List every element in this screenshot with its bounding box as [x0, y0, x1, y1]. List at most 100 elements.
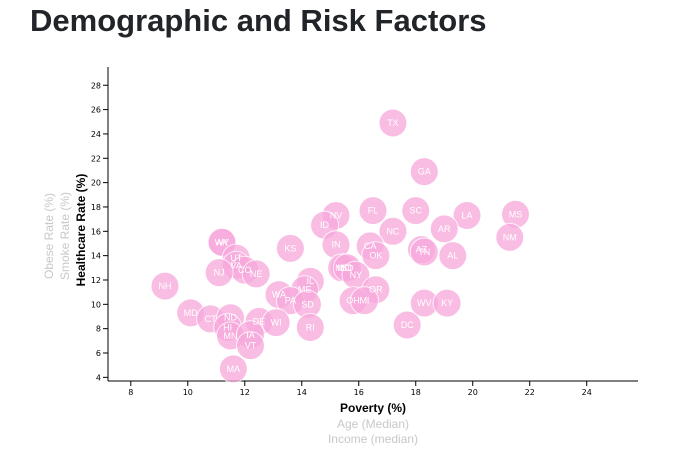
state-label-ny: NY	[350, 270, 363, 280]
y-tick-label: 12	[91, 276, 101, 285]
state-label-in: IN	[331, 240, 340, 250]
state-label-il: IL	[307, 276, 315, 286]
state-label-mo: MO	[337, 263, 352, 273]
y-tick-label: 28	[91, 81, 101, 90]
state-label-ca: CA	[364, 241, 377, 251]
state-label-me: ME	[298, 285, 312, 295]
state-label-ar: AR	[438, 224, 451, 234]
state-circle-nc[interactable]	[378, 216, 408, 246]
state-label-oh: OH	[346, 296, 360, 306]
x-axis: 8 10 12 14 16 18 20 22 24	[108, 380, 638, 397]
state-circle-ky[interactable]	[432, 288, 462, 318]
state-label-fl: FL	[368, 206, 379, 216]
x-tick-label: 24	[582, 388, 592, 397]
state-label-az: AZ	[416, 245, 428, 255]
x-tick-label: 20	[468, 388, 478, 397]
state-circle-ks[interactable]	[275, 233, 305, 263]
y-axis-label-obesity[interactable]: Obese Rate (%)	[42, 193, 56, 279]
state-label-nd: ND	[224, 313, 237, 323]
state-circle-sc[interactable]	[401, 196, 431, 226]
x-tick-label: 22	[525, 388, 535, 397]
state-label-ok: OK	[369, 251, 382, 261]
y-tick-label: 8	[96, 325, 101, 334]
y-tick-label: 22	[91, 154, 101, 163]
state-circle-al[interactable]	[438, 241, 468, 271]
x-tick-label: 8	[128, 388, 133, 397]
y-tick-label: 16	[91, 227, 101, 236]
state-label-nc: NC	[386, 226, 399, 236]
state-label-ks: KS	[284, 243, 296, 253]
state-label-sd: SD	[341, 263, 354, 273]
state-label-nj: NJ	[214, 268, 225, 278]
state-label-wa: WA	[272, 290, 286, 300]
state-label-ut: UT	[230, 253, 242, 263]
y-axis-label-smokes[interactable]: Smoke Rate (%)	[58, 192, 72, 280]
state-label-ct: CT	[205, 314, 217, 324]
x-tick-label: 12	[240, 388, 250, 397]
state-circle-vt[interactable]	[235, 331, 265, 361]
state-circle-la[interactable]	[452, 200, 482, 230]
state-circle-ma[interactable]	[218, 354, 248, 384]
state-label-wi: WI	[271, 318, 282, 328]
x-axis-label-poverty[interactable]: Poverty (%)	[340, 401, 406, 415]
state-label-sd: SD	[301, 299, 314, 309]
state-circle-ri[interactable]	[295, 312, 325, 342]
state-label-tx: TX	[387, 118, 399, 128]
state-circle-fl[interactable]	[358, 196, 388, 226]
y-tick-label: 6	[96, 349, 101, 358]
state-label-md: MD	[184, 308, 198, 318]
state-circle-nj[interactable]	[204, 258, 234, 288]
x-tick-label: 16	[354, 388, 364, 397]
state-circle-ne[interactable]	[241, 259, 271, 289]
state-label-vt: VT	[245, 341, 257, 351]
state-label-wy: WY	[215, 237, 230, 247]
state-label-ga: GA	[418, 167, 431, 177]
state-label-id: ID	[320, 220, 330, 230]
y-tick-label: 10	[91, 300, 101, 309]
state-label-nm: NM	[503, 232, 517, 242]
state-label-co: CO	[238, 265, 252, 275]
x-tick-label: 10	[183, 388, 193, 397]
state-label-sc: SC	[409, 206, 422, 216]
state-label-nh: NH	[158, 281, 171, 291]
state-label-va: VA	[231, 260, 242, 270]
state-label-or: OR	[369, 285, 383, 295]
state-circle-nm[interactable]	[495, 222, 525, 252]
state-circle-ga[interactable]	[409, 157, 439, 187]
state-label-hi: HI	[223, 322, 232, 332]
state-circle-tn[interactable]	[409, 237, 439, 267]
state-label-mt: MT	[335, 263, 348, 273]
state-circle-mi[interactable]	[349, 286, 379, 316]
state-circle-nh[interactable]	[150, 271, 180, 301]
y-tick-label: 24	[91, 130, 101, 139]
state-circle-ar[interactable]	[429, 214, 459, 244]
y-axis: 4 6 8 10 12 14 16 18 20 22 24 26 28	[91, 67, 109, 382]
state-circle-wi[interactable]	[261, 308, 291, 338]
state-circle-tx[interactable]	[378, 108, 408, 138]
state-circle-ok[interactable]	[361, 241, 391, 271]
y-tick-label: 14	[91, 252, 101, 261]
state-circle-dc[interactable]	[392, 310, 422, 340]
x-tick-label: 18	[411, 388, 421, 397]
state-label-tn: TN	[418, 247, 430, 257]
state-label-ma: MA	[227, 364, 241, 374]
state-label-nv: NV	[330, 210, 343, 220]
state-label-pa: PA	[285, 296, 296, 306]
page-title: Demographic and Risk Factors	[30, 3, 487, 38]
x-tick-label: 14	[297, 388, 307, 397]
x-axis-label-income[interactable]: Income (median)	[328, 432, 418, 446]
state-label-ky: KY	[441, 298, 453, 308]
state-label-mi: MI	[359, 296, 369, 306]
state-label-wv: WV	[417, 298, 432, 308]
state-label-ne: NE	[250, 269, 263, 279]
y-tick-label: 26	[91, 106, 101, 115]
y-tick-label: 4	[96, 373, 101, 382]
state-label-ms: MS	[509, 209, 523, 219]
state-label-ri: RI	[306, 322, 315, 332]
x-axis-label-age[interactable]: Age (Median)	[337, 417, 409, 431]
state-label-dc: DC	[401, 320, 414, 330]
y-axis-label-healthcare[interactable]: Healthcare Rate (%)	[74, 174, 88, 287]
state-label-la: LA	[462, 210, 473, 220]
